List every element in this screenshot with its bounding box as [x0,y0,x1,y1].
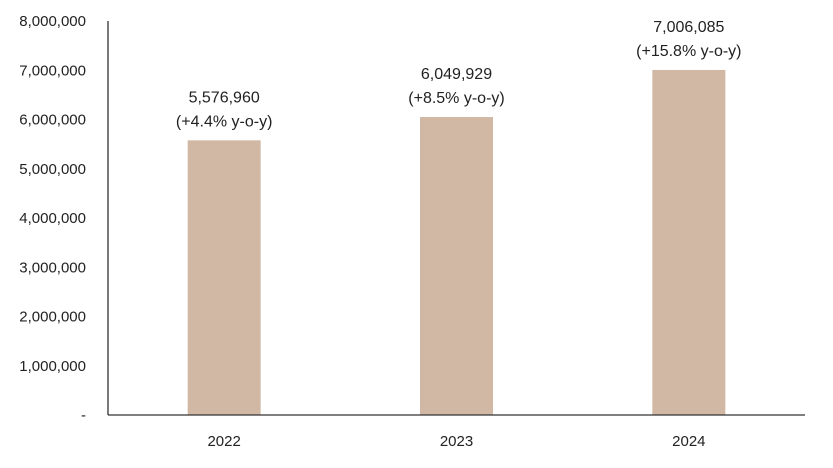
y-tick-label: - [81,407,86,424]
data-label-change: (+8.5% y-o-y) [408,90,504,107]
data-label-value: 6,049,929 [421,66,492,83]
bars [187,69,726,415]
x-tick-label: 2023 [440,433,473,450]
bar-2022 [187,140,261,415]
y-tick-label: 6,000,000 [19,112,86,129]
y-tick-label: 5,000,000 [19,161,86,178]
y-tick-label: 3,000,000 [19,259,86,276]
bar-2024 [652,69,726,415]
y-tick-label: 7,000,000 [19,62,86,79]
data-labels: 5,576,960 (+4.4% y-o-y) 6,049,929 (+8.5% y-… [176,19,742,130]
y-tick-label: 4,000,000 [19,210,86,227]
x-axis-tick-labels: 2022 2023 2024 [207,433,705,450]
bar-2023 [420,117,493,415]
y-tick-label: 2,000,000 [19,309,86,326]
data-label-value: 5,576,960 [189,89,260,106]
x-tick-label: 2024 [672,433,705,450]
data-label-change: (+4.4% y-o-y) [176,113,272,130]
data-label-change: (+15.8% y-o-y) [636,43,741,60]
y-tick-label: 1,000,000 [19,358,86,375]
x-tick-label: 2022 [207,433,240,450]
y-tick-label: 8,000,000 [19,13,86,30]
y-axis-tick-labels: - 1,000,000 2,000,000 3,000,000 4,000,000 5,0… [19,13,86,424]
data-label-value: 7,006,085 [653,19,724,36]
